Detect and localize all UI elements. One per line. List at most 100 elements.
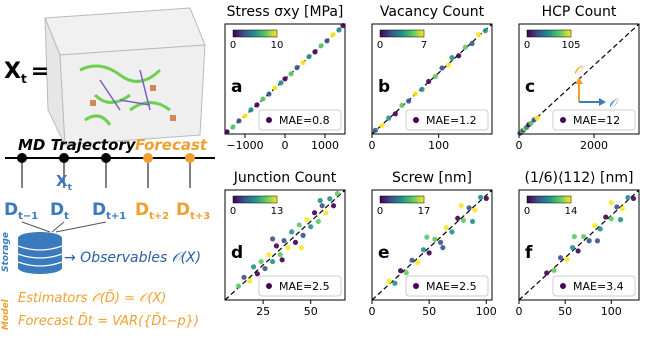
legend-box (552, 275, 636, 297)
data-point (242, 113, 248, 119)
x-tick-label: 100 (476, 305, 497, 318)
axis-true-label: 𝒪 (609, 96, 620, 110)
chart-title: Vacancy Count (380, 4, 485, 20)
timeline-node (59, 153, 69, 163)
parity-line (371, 189, 493, 301)
x-label: Xt = (4, 59, 49, 86)
colorbar-max-label: 17 (418, 206, 431, 217)
node-label-d-tp1: Dt+1 (92, 200, 126, 222)
node-label-d-tp2: Dt+2 (135, 200, 169, 222)
colorbar (526, 29, 572, 38)
parity-line (224, 189, 346, 301)
data-point (386, 278, 392, 284)
data-point (336, 27, 342, 33)
x-tick-label: 100 (601, 305, 622, 318)
data-point (270, 258, 276, 265)
data-point (432, 236, 438, 242)
data-point (608, 200, 614, 206)
data-point (292, 239, 299, 245)
colorbar-max-label: 10 (271, 40, 284, 51)
x-tick-label: 100 (428, 139, 449, 152)
data-point (420, 247, 427, 253)
data-point (477, 194, 484, 200)
chart-title: Junction Count (233, 170, 337, 186)
x-tick-label: 0 (282, 139, 289, 152)
timeline-node (143, 153, 153, 163)
legend-box (258, 275, 342, 297)
data-point (392, 280, 398, 286)
data-point (458, 203, 464, 209)
data-point (372, 127, 378, 133)
legend-marker (560, 283, 566, 289)
storage-icon (17, 221, 107, 274)
legend-box (405, 109, 489, 131)
data-point (619, 206, 625, 212)
data-point (415, 259, 421, 265)
data-point (300, 232, 306, 238)
data-point (236, 118, 242, 124)
data-point (330, 32, 336, 38)
data-point (603, 214, 609, 220)
x-tick-label: 50 (304, 305, 318, 318)
data-point (455, 215, 461, 221)
legend-marker (413, 283, 419, 289)
legend-marker (413, 117, 419, 123)
data-point (569, 244, 576, 251)
panel-letter: a (231, 77, 242, 97)
panel-letter: e (378, 243, 390, 263)
x-tick-label: 0 (369, 139, 376, 152)
node-label-xt: Xt (56, 172, 73, 193)
timeline-node (185, 153, 195, 163)
data-point (544, 270, 550, 276)
colorbar (232, 195, 278, 204)
data-point (247, 278, 253, 284)
legend-marker (266, 117, 272, 123)
colorbar (232, 29, 278, 38)
data-point (230, 124, 236, 130)
data-point (317, 197, 323, 204)
data-point (460, 217, 467, 223)
data-point (300, 60, 306, 66)
data-point (597, 226, 603, 232)
colorbar-min-label: 0 (524, 206, 530, 217)
data-point (296, 222, 302, 228)
data-point (564, 256, 570, 262)
data-point (476, 31, 482, 37)
data-point (282, 76, 288, 82)
colorbar (526, 195, 572, 204)
forecast-label: Forecast (135, 136, 208, 154)
node-label-d-tp3: Dt+3 (176, 200, 210, 222)
legend-box (405, 275, 489, 297)
data-point (340, 23, 346, 29)
data-point (397, 268, 404, 274)
colorbar-max-label: 7 (421, 40, 427, 51)
data-point (557, 255, 564, 261)
x-tick-label: 1000 (311, 139, 339, 152)
panel-letter: f (525, 243, 533, 263)
data-point (469, 40, 475, 47)
data-point (248, 107, 254, 113)
data-point (324, 38, 330, 44)
data-point (285, 245, 291, 251)
model-label: Model (1, 298, 11, 330)
data-point (277, 252, 283, 258)
x-tick-label: −1000 (226, 139, 263, 152)
chart-panel-b: Vacancy Count 0 7 b MAE=1.2 0 100 (369, 4, 493, 152)
colorbar-min-label: 0 (377, 206, 383, 217)
colorbar-min-label: 0 (377, 40, 383, 51)
data-point (412, 91, 418, 97)
mae-label: MAE=2.5 (426, 280, 477, 293)
data-point (241, 274, 247, 280)
data-point (262, 265, 268, 272)
data-point (630, 195, 637, 202)
data-point (617, 217, 624, 223)
colorbar-max-label: 14 (565, 206, 578, 217)
data-point (466, 205, 472, 211)
data-point (424, 234, 430, 240)
data-point (592, 222, 598, 229)
data-point (608, 216, 614, 222)
data-point (409, 257, 415, 263)
x-tick-label: 50 (422, 305, 436, 318)
data-point (443, 225, 449, 231)
data-point (581, 233, 587, 240)
